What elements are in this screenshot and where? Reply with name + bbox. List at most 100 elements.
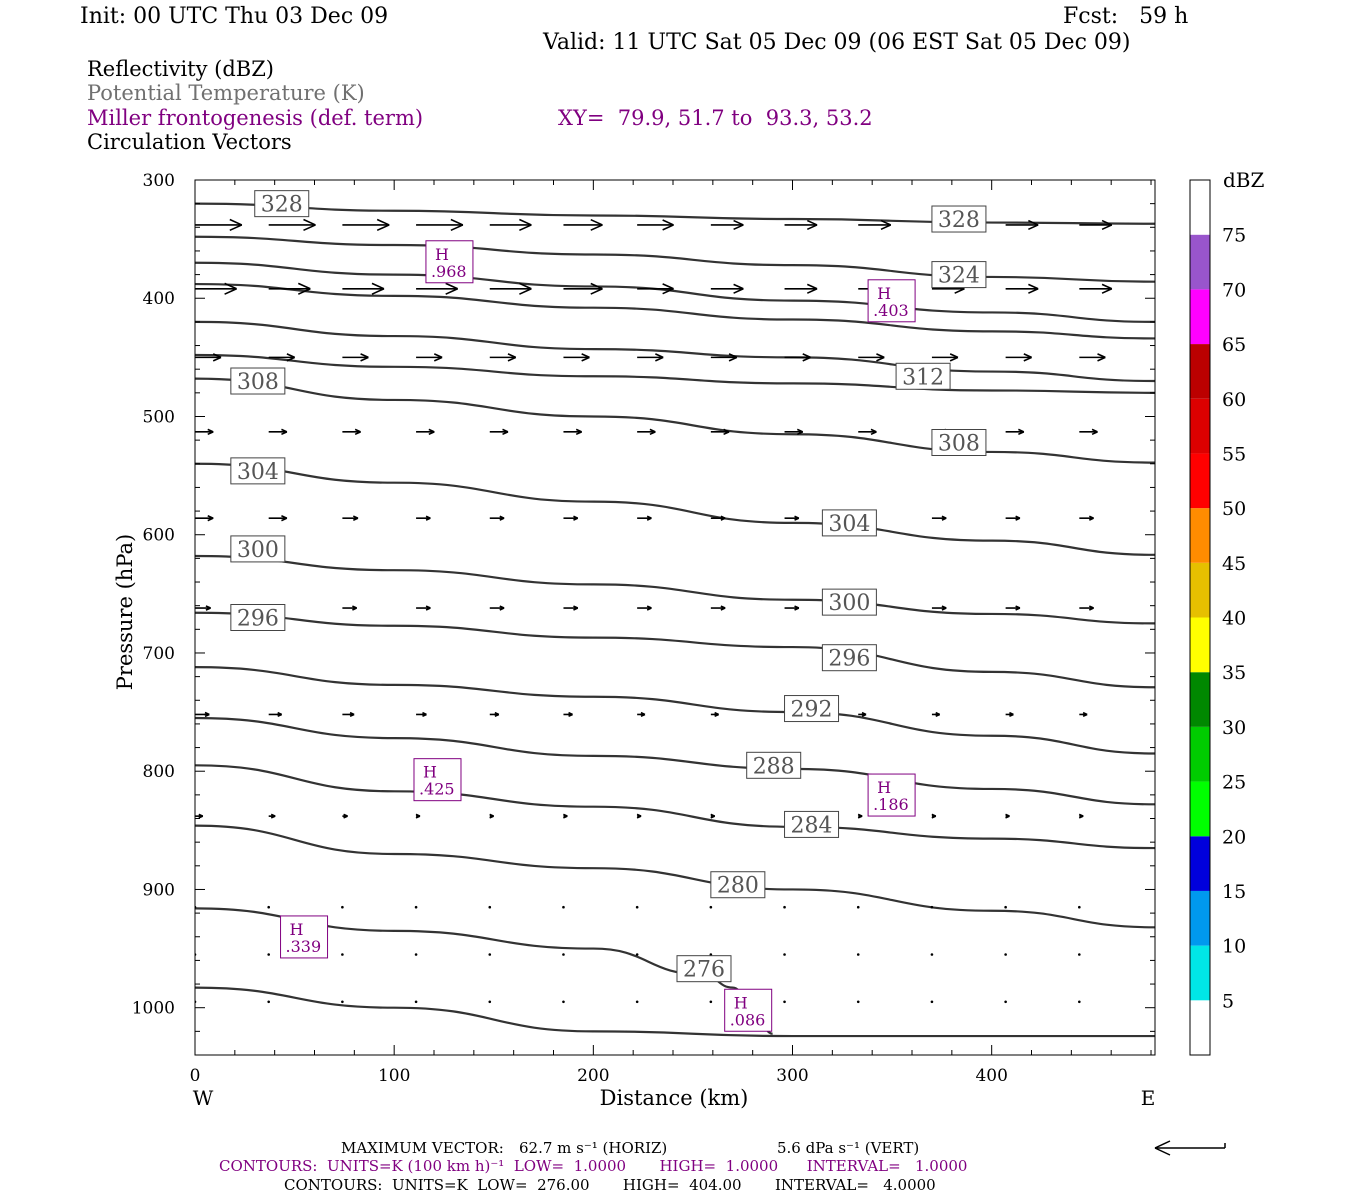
contour-label-text: 328 (938, 208, 980, 233)
circulation-vector (268, 711, 283, 717)
contours-frontogenesis: CONTOURS: UNITS=K (100 km h)⁻¹ LOW= 1.00… (219, 1157, 968, 1175)
circulation-vector (1078, 813, 1084, 819)
circulation-vector (195, 282, 237, 295)
circulation-vector (488, 953, 492, 956)
circulation-vector (858, 219, 892, 231)
contour-label-box (230, 604, 286, 631)
circulation-vector (195, 428, 214, 436)
circulation-vector (1079, 283, 1113, 294)
circulation-vector (930, 905, 934, 909)
circulation-vector (342, 282, 385, 295)
colorbar-band (1190, 672, 1210, 727)
circulation-vector (784, 219, 818, 231)
theta-contour-line (195, 282, 1155, 340)
legend-xy: XY= 79.9, 51.7 to 93.3, 53.2 (558, 106, 873, 130)
x-tick-label: 100 (378, 1066, 410, 1086)
contour-label: 288 (746, 751, 802, 779)
x-tick-label: 400 (975, 1066, 1007, 1086)
frontogenesis-max-marker: H.339 (280, 915, 329, 959)
contour-label-text: 308 (938, 432, 980, 457)
y-tick-label: 900 (143, 880, 175, 900)
marker-box (425, 240, 474, 284)
circulation-vector (931, 515, 947, 521)
forecast-hour: Fcst: 59 h (1063, 4, 1189, 29)
circulation-vector (858, 353, 885, 362)
contour-label: 324 (931, 261, 987, 289)
circulation-vector (1005, 515, 1021, 521)
circulation-vector (710, 428, 730, 436)
colorbar-band (1190, 398, 1210, 454)
contour-label-box (784, 810, 840, 838)
reference-vector-arrow (1154, 1140, 1226, 1156)
circulation-vector (342, 218, 390, 232)
init-time: Init: 00 UTC Thu 03 Dec 09 (80, 4, 389, 29)
theta-contour-line (195, 716, 1155, 806)
contour-label-text: 300 (828, 591, 870, 616)
frontogenesis-max-marker: H.968 (425, 240, 474, 284)
circulation-vector (637, 515, 652, 521)
x-tick-label: 0 (190, 1066, 201, 1086)
circulation-vector (1004, 905, 1007, 909)
contour-label: 304 (230, 457, 286, 485)
circulation-vector (563, 605, 579, 611)
circulation-vector (637, 428, 656, 436)
circulation-vector (784, 283, 818, 294)
colorbar-label: 70 (1222, 279, 1246, 301)
colorbar-band (1190, 617, 1210, 673)
circulation-vector (489, 353, 517, 362)
frontogenesis-max-marker: H.403 (867, 279, 916, 323)
circulation-vector (784, 605, 800, 611)
x-axis-label: Distance (km) (600, 1086, 749, 1110)
contour-label-box (746, 751, 802, 779)
legend-theta: Potential Temperature (K) (87, 81, 365, 105)
contour-label: 292 (784, 695, 840, 723)
circulation-vector (195, 711, 210, 718)
max-vector-horiz: 62.7 m s⁻¹ (HORIZ) (519, 1139, 668, 1157)
circulation-vector (710, 353, 738, 362)
legend-miller: Miller frontogenesis (def. term) (87, 106, 424, 130)
contour-label-text: 328 (261, 193, 303, 218)
circulation-vector (784, 353, 811, 362)
contour-label-text: 276 (683, 958, 725, 983)
circulation-vector (1079, 353, 1106, 362)
colorbar-band (1190, 289, 1210, 345)
circulation-vector (783, 905, 786, 909)
circulation-vector (341, 1000, 344, 1004)
circulation-vector (563, 813, 568, 819)
contour-label: 308 (230, 367, 286, 395)
contour-label-box (931, 205, 987, 233)
contour-label-text: 288 (753, 754, 795, 779)
contour-label-text: 284 (791, 813, 833, 838)
marker-box (867, 773, 916, 817)
contour-label-box (895, 362, 951, 390)
circulation-vector (931, 711, 941, 717)
contour-label: 284 (784, 810, 840, 838)
plot-frame (194, 179, 1156, 1056)
circulation-vector (1079, 605, 1094, 611)
circulation-vector (416, 282, 459, 295)
circulation-vector (636, 813, 642, 819)
marker-h-label: H (877, 778, 891, 797)
circulation-vectors (195, 218, 1113, 1004)
theta-contours (195, 202, 1155, 1038)
circulation-vector (268, 514, 288, 522)
colorbar-band (1190, 180, 1210, 235)
contour-label-box (931, 429, 987, 456)
circulation-vector (1079, 428, 1098, 436)
circulation-vector (709, 953, 713, 956)
contour-label-box (230, 535, 286, 563)
circulation-vector (635, 1000, 639, 1004)
marker-box (867, 279, 916, 323)
circulation-vector (414, 953, 418, 956)
colorbar-label: 60 (1222, 389, 1246, 411)
circulation-vector (342, 605, 358, 611)
circulation-vector (930, 953, 934, 956)
circulation-vector (1005, 219, 1039, 231)
colorbar-label: 10 (1222, 936, 1246, 958)
marker-h-label: H (877, 284, 891, 303)
circulation-vector (710, 283, 744, 294)
contour-label-box (230, 457, 286, 485)
circulation-vector (562, 905, 565, 909)
contour-label: 280 (710, 871, 766, 899)
y-tick-label: 500 (143, 407, 175, 427)
